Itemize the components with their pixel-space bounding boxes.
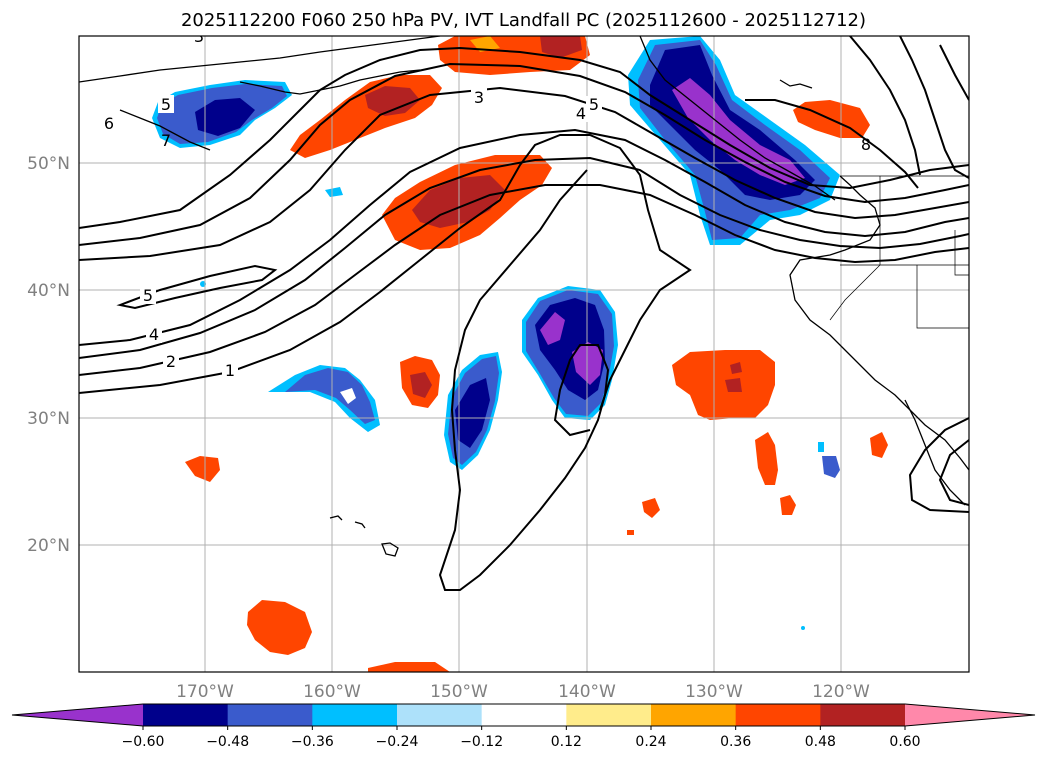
colorbar-tick-label: 0.36 xyxy=(720,734,751,750)
contour-label: 8 xyxy=(861,135,871,154)
colorbar-extend-low xyxy=(12,704,143,726)
lon-label: 120°W xyxy=(812,682,870,702)
pv-anomaly-fills xyxy=(152,36,888,672)
contour-label: 2 xyxy=(166,352,176,371)
colorbar-tick-label: 0.12 xyxy=(551,734,582,750)
colorbar-tick-label: 0.60 xyxy=(889,734,920,750)
positive-pv-region-southwest xyxy=(185,356,450,672)
lon-label: 170°W xyxy=(176,682,234,702)
colorbar-tick-label: −0.12 xyxy=(460,734,503,750)
colorbar: −0.60 −0.48 −0.36 −0.24 −0.12 0.12 0.24 0.36 0.4… xyxy=(11,703,1036,750)
lon-label: 130°W xyxy=(685,682,743,702)
lon-label: 140°W xyxy=(558,682,616,702)
colorbar-swatch xyxy=(651,704,737,726)
map-title: 2025112200 F060 250 hPa PV, IVT Landfall… xyxy=(180,10,867,31)
lat-label: 30°N xyxy=(27,409,70,429)
contour-label: 4 xyxy=(576,104,586,123)
colorbar-tick-label: 0.48 xyxy=(805,734,836,750)
colorbar-swatch xyxy=(566,704,652,726)
plot-frame xyxy=(78,35,970,673)
contour-label: 6 xyxy=(104,114,114,133)
colorbar-swatch xyxy=(312,704,398,726)
positive-pv-region-north-west xyxy=(290,75,442,158)
colorbar-swatch xyxy=(481,704,567,726)
latitude-labels: 50°N 40°N 30°N 20°N xyxy=(27,154,70,556)
lon-label: 160°W xyxy=(303,682,361,702)
negative-pv-region-aleutian xyxy=(152,80,292,148)
contour-label: 5 xyxy=(161,95,171,114)
colorbar-swatch xyxy=(735,704,821,726)
gridlines xyxy=(79,36,969,672)
lon-label: 150°W xyxy=(430,682,488,702)
colorbar-tick-label: 0.24 xyxy=(635,734,666,750)
contour-label: 3 xyxy=(474,88,484,107)
colorbar-swatch xyxy=(397,704,483,726)
negative-pv-region-west xyxy=(268,365,380,432)
colorbar-swatch xyxy=(143,704,229,726)
map-area: 5 6 7 3 4 5 8 5 4 2 1 3 xyxy=(79,27,969,672)
positive-pv-region-north-center xyxy=(438,36,590,75)
coastlines xyxy=(79,36,969,557)
contour-label: 7 xyxy=(161,131,171,150)
colorbar-swatch xyxy=(820,704,906,726)
colorbar-swatch xyxy=(227,704,313,726)
colorbar-tick-label: −0.48 xyxy=(206,734,249,750)
colorbar-extend-high xyxy=(905,704,1035,726)
contour-label: 4 xyxy=(149,325,159,344)
contour-label: 3 xyxy=(194,27,204,46)
lat-label: 20°N xyxy=(27,536,70,556)
colorbar-tick-label: −0.24 xyxy=(376,734,419,750)
lat-label: 40°N xyxy=(27,281,70,301)
contour-label: 1 xyxy=(225,361,235,380)
contour-labels: 5 6 7 3 4 5 8 5 4 2 1 3 xyxy=(101,27,871,380)
colorbar-tick-label: −0.36 xyxy=(291,734,334,750)
longitude-labels: 170°W 160°W 150°W 140°W 130°W 120°W xyxy=(176,682,870,702)
contour-label: 5 xyxy=(143,286,153,305)
colorbar-tick-label: −0.60 xyxy=(122,734,165,750)
negative-pv-region-gulf-alaska xyxy=(628,36,840,245)
contour-label: 5 xyxy=(589,95,599,114)
lat-label: 50°N xyxy=(27,154,70,174)
